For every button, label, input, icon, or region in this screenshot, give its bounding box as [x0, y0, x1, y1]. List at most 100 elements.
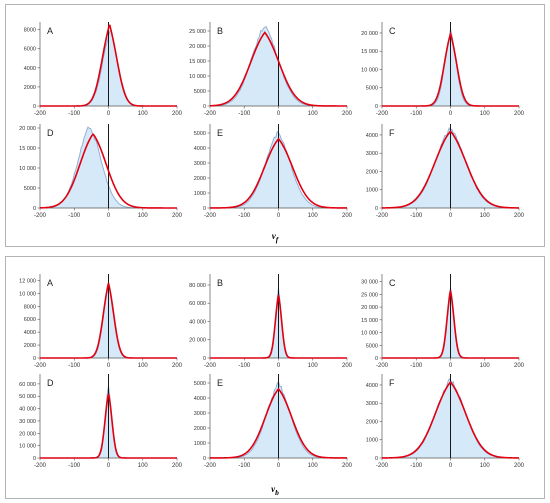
y-tick-label: 0: [33, 356, 36, 362]
x-tick-label: 200: [514, 463, 525, 469]
x-tick-label: 200: [342, 463, 353, 469]
y-tick-label: 5000: [194, 131, 206, 137]
y-tick-label: 20 000: [361, 305, 378, 311]
y-tick-label: 8000: [24, 28, 36, 34]
x-tick-label: 0: [107, 111, 111, 117]
caption-sub: b: [275, 487, 279, 497]
y-tick-label: 5000: [24, 186, 36, 192]
x-tick-label: -100: [68, 363, 81, 369]
y-tick-label: 20 000: [189, 338, 206, 344]
y-tick-label: 8000: [24, 304, 36, 310]
y-tick-label: 0: [203, 456, 206, 462]
x-tick-label: -100: [410, 111, 423, 117]
y-tick-label: 1000: [366, 438, 378, 444]
x-tick-label: -200: [34, 111, 47, 117]
y-tick-label: 3000: [194, 411, 206, 417]
y-tick-label: 1000: [194, 191, 206, 197]
x-tick-label: 100: [138, 463, 149, 469]
x-tick-label: -200: [204, 363, 217, 369]
panel-label: A: [47, 26, 53, 36]
y-tick-label: 0: [375, 456, 378, 462]
x-tick-label: -100: [238, 213, 251, 219]
x-tick-label: 100: [308, 363, 319, 369]
fit-curve: [40, 393, 177, 459]
fit-curve: [210, 137, 347, 209]
y-tick-label: 2000: [194, 176, 206, 182]
y-tick-label: 10 000: [361, 331, 378, 337]
y-tick-label: 5000: [194, 381, 206, 387]
x-tick-label: 200: [172, 363, 183, 369]
caption-main: v: [271, 231, 276, 241]
y-tick-label: 2000: [24, 343, 36, 349]
y-tick-label: 15 000: [189, 59, 206, 65]
y-tick-label: 6000: [24, 47, 36, 53]
figure-group-vf: vf: [5, 4, 545, 247]
x-tick-label: -100: [410, 213, 423, 219]
x-tick-label: -200: [204, 213, 217, 219]
x-tick-label: -200: [34, 363, 47, 369]
y-tick-label: 10 000: [19, 291, 36, 297]
x-tick-label: 0: [277, 463, 281, 469]
fit-curve: [382, 380, 519, 459]
y-tick-label: 12 000: [19, 278, 36, 284]
y-tick-label: 0: [33, 206, 36, 212]
y-tick-label: 4000: [194, 396, 206, 402]
caption-vb: vb: [6, 484, 544, 497]
y-tick-label: 3000: [366, 151, 378, 157]
fit-curve: [382, 30, 519, 107]
fit-curve: [210, 294, 347, 359]
y-tick-label: 1000: [194, 441, 206, 447]
y-tick-label: 20 000: [19, 126, 36, 132]
y-tick-label: 1000: [366, 188, 378, 194]
y-tick-label: 4000: [366, 133, 378, 139]
x-tick-label: 0: [449, 463, 453, 469]
x-tick-label: -200: [34, 213, 47, 219]
x-tick-label: 100: [138, 213, 149, 219]
x-tick-label: -100: [68, 463, 81, 469]
y-tick-label: 30 000: [19, 419, 36, 425]
x-tick-label: 200: [342, 213, 353, 219]
x-tick-label: 0: [277, 363, 281, 369]
x-tick-label: 200: [342, 363, 353, 369]
y-tick-label: 3000: [366, 401, 378, 407]
y-tick-label: 2000: [194, 426, 206, 432]
x-tick-label: -200: [376, 111, 389, 117]
figure-group-vb: vb: [5, 256, 545, 499]
y-tick-label: 5000: [194, 89, 206, 95]
y-tick-label: 0: [375, 104, 378, 110]
x-tick-label: 100: [138, 363, 149, 369]
y-tick-label: 2000: [24, 85, 36, 91]
fit-curve: [209, 31, 347, 107]
panel-label: E: [217, 378, 223, 388]
panel-label: A: [47, 278, 53, 288]
y-tick-label: 25 000: [361, 292, 378, 298]
y-tick-label: 15 000: [361, 49, 378, 55]
x-tick-label: 100: [138, 111, 149, 117]
y-tick-label: 40 000: [189, 319, 206, 325]
x-tick-label: -100: [238, 111, 251, 117]
fit-curve: [39, 133, 177, 209]
x-tick-label: 100: [308, 111, 319, 117]
x-tick-label: 100: [480, 111, 491, 117]
x-tick-label: 100: [480, 463, 491, 469]
panel-label: F: [389, 128, 395, 138]
x-tick-label: -200: [376, 363, 389, 369]
x-tick-label: 200: [514, 363, 525, 369]
x-tick-label: 0: [277, 111, 281, 117]
y-tick-label: 5000: [366, 86, 378, 92]
panel-label: D: [47, 378, 54, 388]
x-tick-label: 100: [308, 213, 319, 219]
x-tick-label: -200: [204, 463, 217, 469]
x-tick-label: 100: [480, 363, 491, 369]
panel-v_b-D: -200 -100 0 100 200 0 10 000 20 000 30 000 40 000…: [19, 374, 183, 469]
y-tick-label: 6000: [24, 317, 36, 323]
y-tick-label: 25 000: [189, 29, 206, 35]
y-tick-label: 2000: [366, 169, 378, 175]
x-tick-label: -100: [410, 363, 423, 369]
y-tick-label: 5000: [366, 343, 378, 349]
y-tick-label: 4000: [194, 146, 206, 152]
